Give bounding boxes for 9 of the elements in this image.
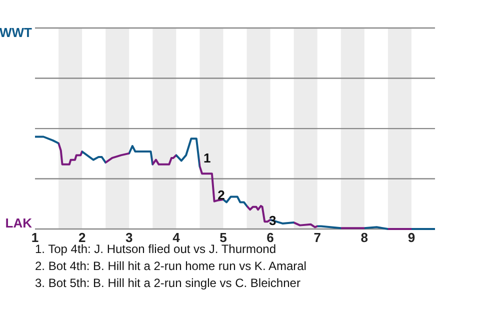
annotation: 1 <box>204 150 211 166</box>
ref-line-label: WWT <box>0 25 32 40</box>
x-tick-label: 8 <box>360 230 368 246</box>
text: 3. Bot 5th: B. Hill hit a 2-run single vs C. Bleichner <box>35 276 300 290</box>
text: LAK <box>5 216 33 231</box>
text: 2. Bot 4th: B. Hill hit a 2-run home run vs K. Amaral <box>35 259 306 273</box>
annotation: 2 <box>218 187 225 202</box>
x-tick-label: 9 <box>408 230 416 246</box>
x-tick-label: 7 <box>314 230 321 246</box>
